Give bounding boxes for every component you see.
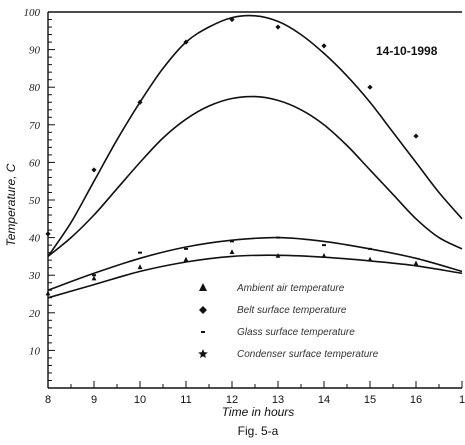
figure-caption: Fig. 5-a xyxy=(238,424,279,438)
date-annotation: 14-10-1998 xyxy=(376,44,438,58)
series-curve xyxy=(47,95,463,258)
x-tick-label: 14 xyxy=(318,394,330,406)
x-tick-label: 9 xyxy=(91,394,97,406)
data-point-triangle xyxy=(91,275,97,281)
data-point-dash xyxy=(276,236,280,239)
y-tick-label: 100 xyxy=(24,7,41,19)
data-point-diamond xyxy=(413,133,419,139)
y-tick-label: 80 xyxy=(29,82,41,94)
y-tick-label: 90 xyxy=(29,45,41,57)
data-point-diamond xyxy=(45,231,51,237)
y-tick-label: 50 xyxy=(29,195,41,207)
y-axis-label: Temperature, C xyxy=(4,163,18,246)
y-tick-label: 40 xyxy=(29,233,41,245)
x-tick-label: 16 xyxy=(410,394,422,406)
legend-item-label: Glass surface temperature xyxy=(237,327,355,338)
tick-labels: 10 20 30 40 50 60 70 80 90 100 8 9 10 11 12 13 14 15 16 1 xyxy=(24,7,465,406)
data-point-diamond xyxy=(91,167,97,173)
data-point-dash xyxy=(368,247,372,250)
data-point-diamond xyxy=(275,24,281,30)
data-point-triangle xyxy=(199,283,207,291)
data-point-diamond xyxy=(137,99,143,105)
series-curve xyxy=(47,254,463,299)
data-point-triangle xyxy=(275,253,281,258)
legend-item-label: Ambient air temperature xyxy=(236,283,345,294)
data-point-diamond xyxy=(229,16,235,23)
y-tick-label: 20 xyxy=(29,308,41,320)
x-axis-label: Time in hours xyxy=(222,405,295,419)
x-tick-label: 15 xyxy=(364,394,376,406)
axes xyxy=(47,11,463,389)
legend: Ambient air temperature Belt surface temp… xyxy=(198,283,379,360)
data-point-triangle xyxy=(229,249,235,255)
x-tick-label: 1 xyxy=(459,394,465,406)
data-point-star xyxy=(198,349,208,358)
y-tick-label: 70 xyxy=(29,120,41,132)
data-point-dash xyxy=(138,251,142,254)
x-tick-label: 12 xyxy=(226,394,238,406)
data-point-diamond xyxy=(183,39,189,45)
curves xyxy=(47,14,463,299)
y-tick-label: 10 xyxy=(29,345,41,357)
data-point-triangle xyxy=(45,290,51,296)
y-tick-label: 60 xyxy=(29,157,41,169)
legend-item-label: Condenser surface temperature xyxy=(237,349,379,360)
data-point-dash xyxy=(201,331,205,333)
data-point-triangle xyxy=(413,260,419,266)
y-tick-label: 30 xyxy=(28,270,41,282)
x-tick-label: 13 xyxy=(272,394,284,406)
data-point-dash xyxy=(92,274,96,277)
data-point-dash xyxy=(230,240,234,243)
data-point-diamond xyxy=(321,43,327,49)
data-point-triangle xyxy=(183,256,189,262)
data-point-diamond xyxy=(199,306,207,314)
x-tick-label: 11 xyxy=(180,394,191,406)
data-point-diamond xyxy=(367,84,373,90)
data-point-dash xyxy=(322,244,326,247)
x-tick-label: 8 xyxy=(45,394,51,406)
data-point-triangle xyxy=(367,256,373,262)
data-point-dash xyxy=(184,247,188,250)
series-curve xyxy=(47,14,463,257)
data-point-triangle xyxy=(321,253,327,258)
x-tick-label: 10 xyxy=(134,394,146,406)
data-points xyxy=(45,16,419,296)
data-point-triangle xyxy=(137,264,143,270)
legend-item-label: Belt surface temperature xyxy=(237,305,347,316)
series-curve xyxy=(47,236,463,291)
